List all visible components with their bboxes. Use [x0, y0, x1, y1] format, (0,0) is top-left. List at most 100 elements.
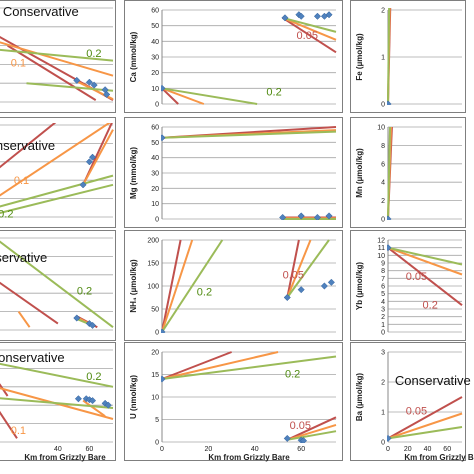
series-line-green — [286, 239, 330, 299]
x-tick-label: 0 — [386, 446, 390, 453]
data-point — [387, 244, 392, 252]
x-tick-label: 40 — [54, 446, 62, 453]
data-point — [320, 282, 328, 290]
curve-label: 0.2 — [86, 48, 101, 60]
curve-label: 0.2 — [86, 371, 101, 383]
series-line-orange — [82, 399, 106, 418]
data-point — [313, 213, 321, 220]
panel-r2c1: 0 50 100 150 200 NH₄ (µmol/kg) 0.05 0.2 — [124, 230, 343, 341]
y-tick-label: 8 — [381, 268, 385, 275]
panel-frame — [350, 0, 466, 113]
y-tick-label: 12 — [377, 238, 385, 245]
x-tick-label: 60 — [86, 446, 94, 453]
series-line-orange — [161, 351, 279, 380]
y-tick-label: 1 — [381, 410, 385, 417]
series-line-red — [0, 410, 18, 439]
panel-frame — [350, 230, 466, 341]
conservative-label: Conservative — [0, 350, 65, 365]
series-line-green — [0, 183, 114, 214]
y-tick-label: 0 — [381, 440, 385, 447]
panel-r2c0: Conservative 0.2 — [0, 230, 116, 341]
y-tick-label: 0 — [155, 330, 159, 337]
series-group — [0, 240, 114, 329]
curve-label: 0.1 — [11, 425, 26, 437]
panel-r3c0: 40 60 Conservative 0.2 0.1 Km from Grizzly Ba… — [0, 342, 116, 462]
series-line-green — [287, 430, 337, 441]
curve-label: 0.2 — [423, 299, 438, 311]
data-point — [161, 328, 166, 333]
data-point — [283, 293, 291, 302]
panel-r0c1: 0 10 20 30 40 50 60 Ca (mmol/kg) 0.05 0.2 — [124, 0, 343, 113]
x-tick-label: 60 — [443, 446, 451, 453]
y-tick-label: 6 — [381, 161, 385, 168]
series-line-orange — [161, 87, 205, 105]
series-line-orange — [286, 239, 312, 298]
series-line-green — [161, 130, 337, 139]
panel-r3c2: 0 1 2 3 Ba (µmol/kg) 0 20 40 60 Conservative 0.05 K… — [350, 342, 474, 462]
panel-frame — [350, 117, 466, 228]
series-line-orange — [282, 16, 337, 41]
series-group — [161, 126, 337, 220]
y-tick-label: 7 — [381, 276, 385, 283]
data-point — [85, 158, 93, 166]
data-point — [325, 212, 333, 220]
y-tick-label: 50 — [151, 307, 159, 314]
y-tick-label: 30 — [151, 171, 159, 178]
series-line-green — [26, 82, 114, 92]
series-line-red — [0, 281, 59, 325]
y-tick-label: 150 — [147, 261, 159, 268]
data-point — [281, 14, 289, 22]
y-tick-label: 2 — [381, 380, 385, 387]
y-tick-label: 9 — [381, 261, 385, 268]
series-line-red — [0, 123, 57, 169]
data-point — [85, 78, 93, 86]
x-axis-label: Km from Grizzly Bare — [208, 453, 290, 462]
series-group — [0, 362, 114, 439]
series-group — [0, 35, 114, 101]
x-tick-label: 0 — [160, 446, 164, 453]
x-tick-label: 20 — [205, 446, 213, 453]
data-point — [297, 286, 305, 294]
series-line-orange — [82, 129, 114, 186]
series-line-red — [387, 396, 463, 440]
y-tick-label: 0 — [155, 440, 159, 447]
x-tick-label: 60 — [297, 446, 305, 453]
data-point — [73, 314, 81, 322]
y-axis-label: NH₄ (µmol/kg) — [129, 259, 138, 313]
panel-r1c0: Conservative 0.1 0.2 — [0, 117, 116, 228]
data-point — [297, 212, 305, 220]
series-group — [387, 244, 463, 306]
y-tick-label: 10 — [377, 253, 385, 260]
series-line-red — [387, 246, 463, 306]
data-point — [387, 434, 392, 442]
y-tick-label: 1 — [381, 322, 385, 329]
series-line-red — [7, 44, 97, 101]
curve-label: 0.05 — [283, 270, 304, 282]
y-tick-label: 0 — [155, 102, 159, 109]
data-point — [387, 100, 392, 105]
series-group — [387, 396, 463, 442]
data-point — [161, 84, 166, 92]
y-tick-label: 3 — [381, 307, 385, 314]
series-group — [387, 8, 392, 105]
panel-frame — [124, 0, 343, 113]
series-line-red — [161, 87, 179, 105]
series-line-orange — [161, 239, 194, 333]
curve-label: 0.05 — [297, 30, 318, 42]
y-axis-label: Ba (µmol/kg) — [355, 373, 364, 422]
data-point — [387, 215, 392, 220]
panel-r0c2: 0 1 2 Fe (µmol/kg) — [350, 0, 466, 113]
y-axis-label: U (nmol/kg) — [129, 375, 138, 419]
y-tick-label: 0 — [155, 217, 159, 224]
series-line-orange — [0, 123, 111, 197]
series-line-green — [161, 239, 224, 333]
panel-frame — [0, 0, 116, 113]
data-point — [103, 90, 111, 99]
panel-frame — [0, 342, 116, 461]
data-point — [327, 278, 335, 286]
series-line-orange — [387, 412, 463, 440]
y-tick-label: 40 — [151, 155, 159, 162]
y-tick-label: 10 — [377, 125, 385, 132]
conservative-label: Conservative — [0, 138, 55, 153]
curve-label: 0.05 — [406, 406, 427, 418]
